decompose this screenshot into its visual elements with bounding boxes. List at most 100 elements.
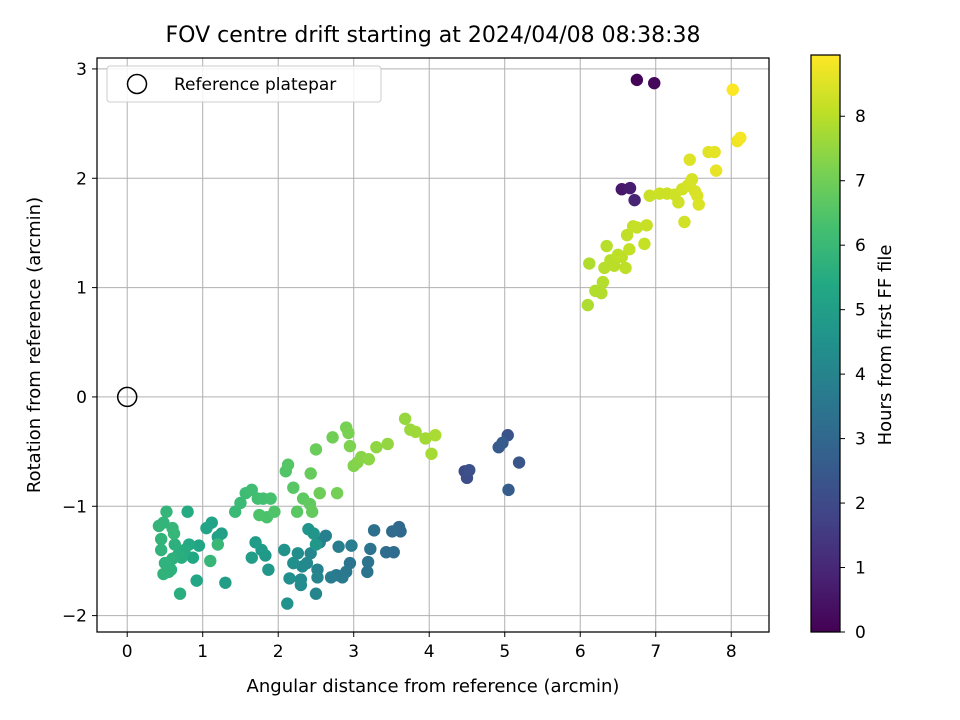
data-point [361, 565, 374, 579]
data-point [425, 447, 438, 460]
data-point [173, 587, 187, 600]
colorbar-tick-label: 5 [855, 301, 866, 321]
data-point [294, 578, 308, 592]
data-point [381, 437, 394, 451]
data-point [281, 597, 294, 610]
data-point [291, 547, 305, 560]
data-point [502, 483, 515, 497]
data-point [600, 239, 613, 253]
colorbar-tick-label: 6 [855, 236, 866, 256]
legend-box [106, 65, 382, 103]
data-point [429, 429, 442, 442]
data-point [200, 521, 213, 535]
data-point [640, 219, 653, 232]
y-tick-label: 1 [76, 279, 87, 299]
data-point [157, 567, 170, 581]
data-point [387, 545, 400, 559]
data-point [581, 298, 594, 312]
data-point [278, 543, 291, 557]
x-tick-label: 5 [499, 642, 510, 662]
colorbar-label: Hours from first FF file [875, 245, 896, 446]
legend: Reference platepar [106, 65, 382, 103]
x-tick-label: 3 [348, 642, 359, 662]
data-point [290, 505, 304, 518]
plot-frame [96, 57, 770, 633]
x-tick-label: 8 [726, 642, 737, 662]
y-tick-label: 3 [76, 60, 87, 80]
data-point [152, 519, 166, 533]
data-point [419, 432, 432, 445]
data-point [309, 587, 323, 600]
data-point [245, 551, 258, 564]
data-point [685, 173, 699, 186]
data-point [623, 181, 637, 195]
y-tick-label: 2 [76, 169, 87, 189]
data-point [628, 193, 641, 207]
data-point [307, 527, 320, 540]
data-point [345, 539, 358, 552]
data-point [596, 275, 610, 289]
data-point [583, 257, 596, 270]
data-point [620, 228, 634, 242]
data-point [615, 250, 628, 264]
y-axis-ticks: −2 −1 0 1 2 3 [62, 60, 97, 627]
data-point [219, 576, 232, 589]
data-point [692, 198, 705, 211]
data-point [370, 441, 383, 454]
data-point [330, 486, 344, 500]
data-point [281, 458, 295, 471]
data-point [262, 563, 275, 576]
y-tick-label: 0 [76, 388, 87, 408]
y-tick-label: −2 [62, 607, 87, 627]
data-point [726, 83, 739, 96]
data-point [463, 463, 476, 477]
y-tick-label: −1 [62, 497, 87, 517]
x-tick-label: 2 [273, 642, 284, 662]
data-point [245, 483, 258, 497]
data-point [342, 426, 355, 440]
data-point [643, 189, 656, 202]
data-point [268, 505, 281, 518]
data-point [190, 574, 203, 587]
data-point [234, 496, 247, 510]
colorbar-tick-label: 3 [855, 430, 866, 450]
legend-label: Reference platepar [174, 75, 336, 95]
colorbar-tick-label: 0 [855, 623, 866, 643]
data-point [313, 486, 326, 500]
x-axis-label: Angular distance from reference (arcmin) [247, 676, 620, 697]
data-point [154, 532, 168, 546]
data-point [708, 145, 721, 159]
colorbar [810, 54, 841, 633]
colorbar-tick-label: 1 [855, 559, 866, 579]
data-point [264, 492, 277, 505]
data-point [343, 439, 357, 453]
data-point [326, 431, 339, 444]
data-point [181, 505, 194, 518]
data-point [304, 467, 317, 480]
data-point [154, 543, 168, 557]
y-axis-label: Rotation from reference (arcmin) [24, 197, 45, 493]
data-point [192, 539, 206, 552]
data-point [608, 259, 621, 272]
data-point [167, 527, 181, 540]
legend-marker [126, 73, 148, 95]
x-tick-label: 7 [650, 642, 661, 662]
data-point [630, 73, 644, 87]
data-point [186, 551, 200, 564]
data-point [249, 536, 262, 549]
data-point [595, 286, 608, 300]
data-point [367, 524, 381, 537]
reference-marker [116, 386, 138, 408]
data-points [152, 73, 747, 610]
chart-title: FOV centre drift starting at 2024/04/08 … [166, 23, 701, 48]
colorbar-tick-label: 4 [855, 365, 866, 385]
x-axis-ticks: 0 1 2 3 4 5 6 7 8 [122, 632, 737, 662]
colorbar-tick-label: 7 [855, 172, 866, 192]
data-point [409, 425, 422, 439]
data-point [168, 538, 181, 551]
data-point [361, 555, 375, 569]
data-point [311, 571, 324, 584]
x-tick-label: 0 [122, 642, 133, 662]
data-point [364, 542, 377, 556]
